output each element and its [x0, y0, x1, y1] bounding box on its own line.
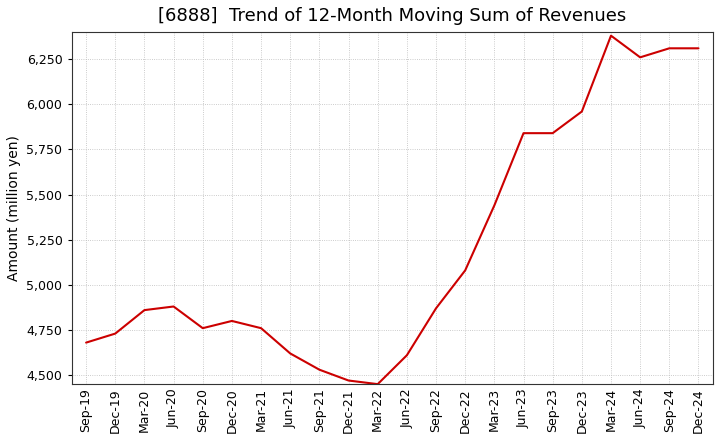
- Y-axis label: Amount (million yen): Amount (million yen): [7, 135, 21, 281]
- Title: [6888]  Trend of 12-Month Moving Sum of Revenues: [6888] Trend of 12-Month Moving Sum of R…: [158, 7, 626, 25]
